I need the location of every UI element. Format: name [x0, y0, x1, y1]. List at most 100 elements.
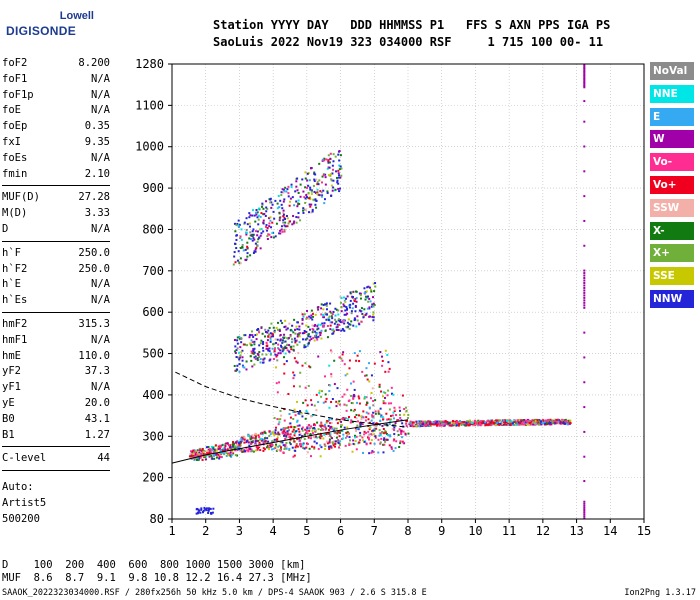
echo-point — [559, 421, 562, 424]
echo-point — [510, 423, 513, 426]
echo-point — [198, 452, 201, 455]
echo-point — [583, 500, 586, 503]
echo-point — [304, 345, 307, 348]
echo-point — [327, 159, 330, 162]
echo-point — [299, 439, 302, 442]
echo-point — [477, 419, 480, 422]
profile-curves — [171, 371, 409, 464]
echo-point — [513, 423, 516, 426]
echo-point — [283, 216, 286, 219]
echo-point — [308, 203, 311, 206]
echo-point — [526, 420, 529, 423]
echo-point — [273, 417, 276, 420]
echo-point — [337, 439, 340, 442]
echo-point — [432, 421, 435, 424]
echo-point — [251, 440, 254, 443]
parameter-table: foF2 8.200 foF1 N/A foF1p N/A foE N/A foEp 0.35 fx… — [2, 56, 110, 475]
echo-point — [285, 447, 288, 450]
parameter-value: N/A — [91, 151, 110, 164]
echo-point — [329, 427, 332, 430]
echo-point — [279, 229, 282, 232]
echo-point — [368, 433, 371, 436]
echo-point — [295, 185, 298, 188]
echo-point — [415, 425, 418, 428]
echo-point — [426, 423, 429, 426]
echo-point — [237, 250, 240, 253]
echo-point — [261, 438, 264, 441]
echo-point — [504, 421, 507, 424]
echo-point — [197, 458, 200, 461]
echo-point — [256, 357, 259, 360]
echo-point — [236, 259, 239, 262]
echo-point — [298, 437, 301, 440]
echo-point — [195, 457, 198, 460]
echo-point — [331, 189, 334, 192]
echo-point — [206, 450, 209, 453]
echo-point — [322, 401, 325, 404]
echo-point — [328, 428, 331, 431]
echo-point — [254, 434, 257, 437]
echo-point — [370, 451, 373, 454]
echo-point — [373, 442, 376, 445]
echo-point — [253, 352, 256, 355]
echo-point — [526, 422, 529, 425]
echo-point — [464, 421, 467, 424]
echo-point — [430, 424, 433, 427]
echo-point — [371, 429, 374, 432]
echo-point — [340, 329, 343, 332]
echo-point — [233, 255, 236, 258]
echo-point — [554, 420, 557, 423]
echo-point — [248, 444, 251, 447]
parameter-name: foEp — [2, 120, 28, 133]
echo-point — [250, 441, 253, 444]
echo-point — [249, 437, 252, 440]
echo-point — [377, 409, 380, 412]
echo-point — [262, 341, 265, 344]
echo-point — [210, 457, 213, 460]
echo-point — [235, 247, 238, 250]
echo-point — [283, 372, 286, 375]
echo-point — [275, 382, 278, 385]
echo-point — [428, 421, 431, 424]
echo-point — [269, 445, 272, 448]
echo-point — [209, 449, 212, 452]
echo-point — [296, 189, 299, 192]
echo-point — [343, 313, 346, 316]
echo-point — [247, 433, 250, 436]
echo-point — [250, 441, 253, 444]
echo-point — [422, 421, 425, 424]
echo-point — [466, 422, 469, 425]
echo-point — [583, 502, 586, 505]
echo-point — [239, 237, 242, 240]
echo-point — [418, 422, 421, 425]
echo-point — [248, 237, 251, 240]
echo-point — [285, 190, 288, 193]
echo-point — [546, 422, 549, 425]
echo-point — [507, 420, 510, 423]
echo-point — [338, 168, 341, 171]
echo-point — [258, 356, 261, 359]
echo-point — [262, 358, 265, 361]
echo-point — [345, 326, 348, 329]
echo-point — [421, 422, 424, 425]
echo-point — [258, 344, 261, 347]
echo-point — [364, 396, 367, 399]
echo-point — [278, 216, 281, 219]
echo-point — [341, 353, 344, 356]
echo-point — [288, 448, 291, 451]
echo-point — [425, 421, 428, 424]
echo-point — [258, 228, 261, 231]
echo-point — [254, 449, 257, 452]
echo-point — [406, 416, 409, 419]
echo-point — [522, 423, 525, 426]
echo-point — [343, 296, 346, 299]
echo-point — [408, 423, 411, 426]
echo-point — [232, 442, 235, 445]
echo-point — [302, 446, 305, 449]
echo-point — [190, 457, 193, 460]
echo-point — [418, 425, 421, 428]
echo-point — [295, 221, 298, 224]
echo-point — [310, 415, 313, 418]
dashed-curve — [175, 371, 409, 428]
echo-point — [333, 189, 336, 192]
